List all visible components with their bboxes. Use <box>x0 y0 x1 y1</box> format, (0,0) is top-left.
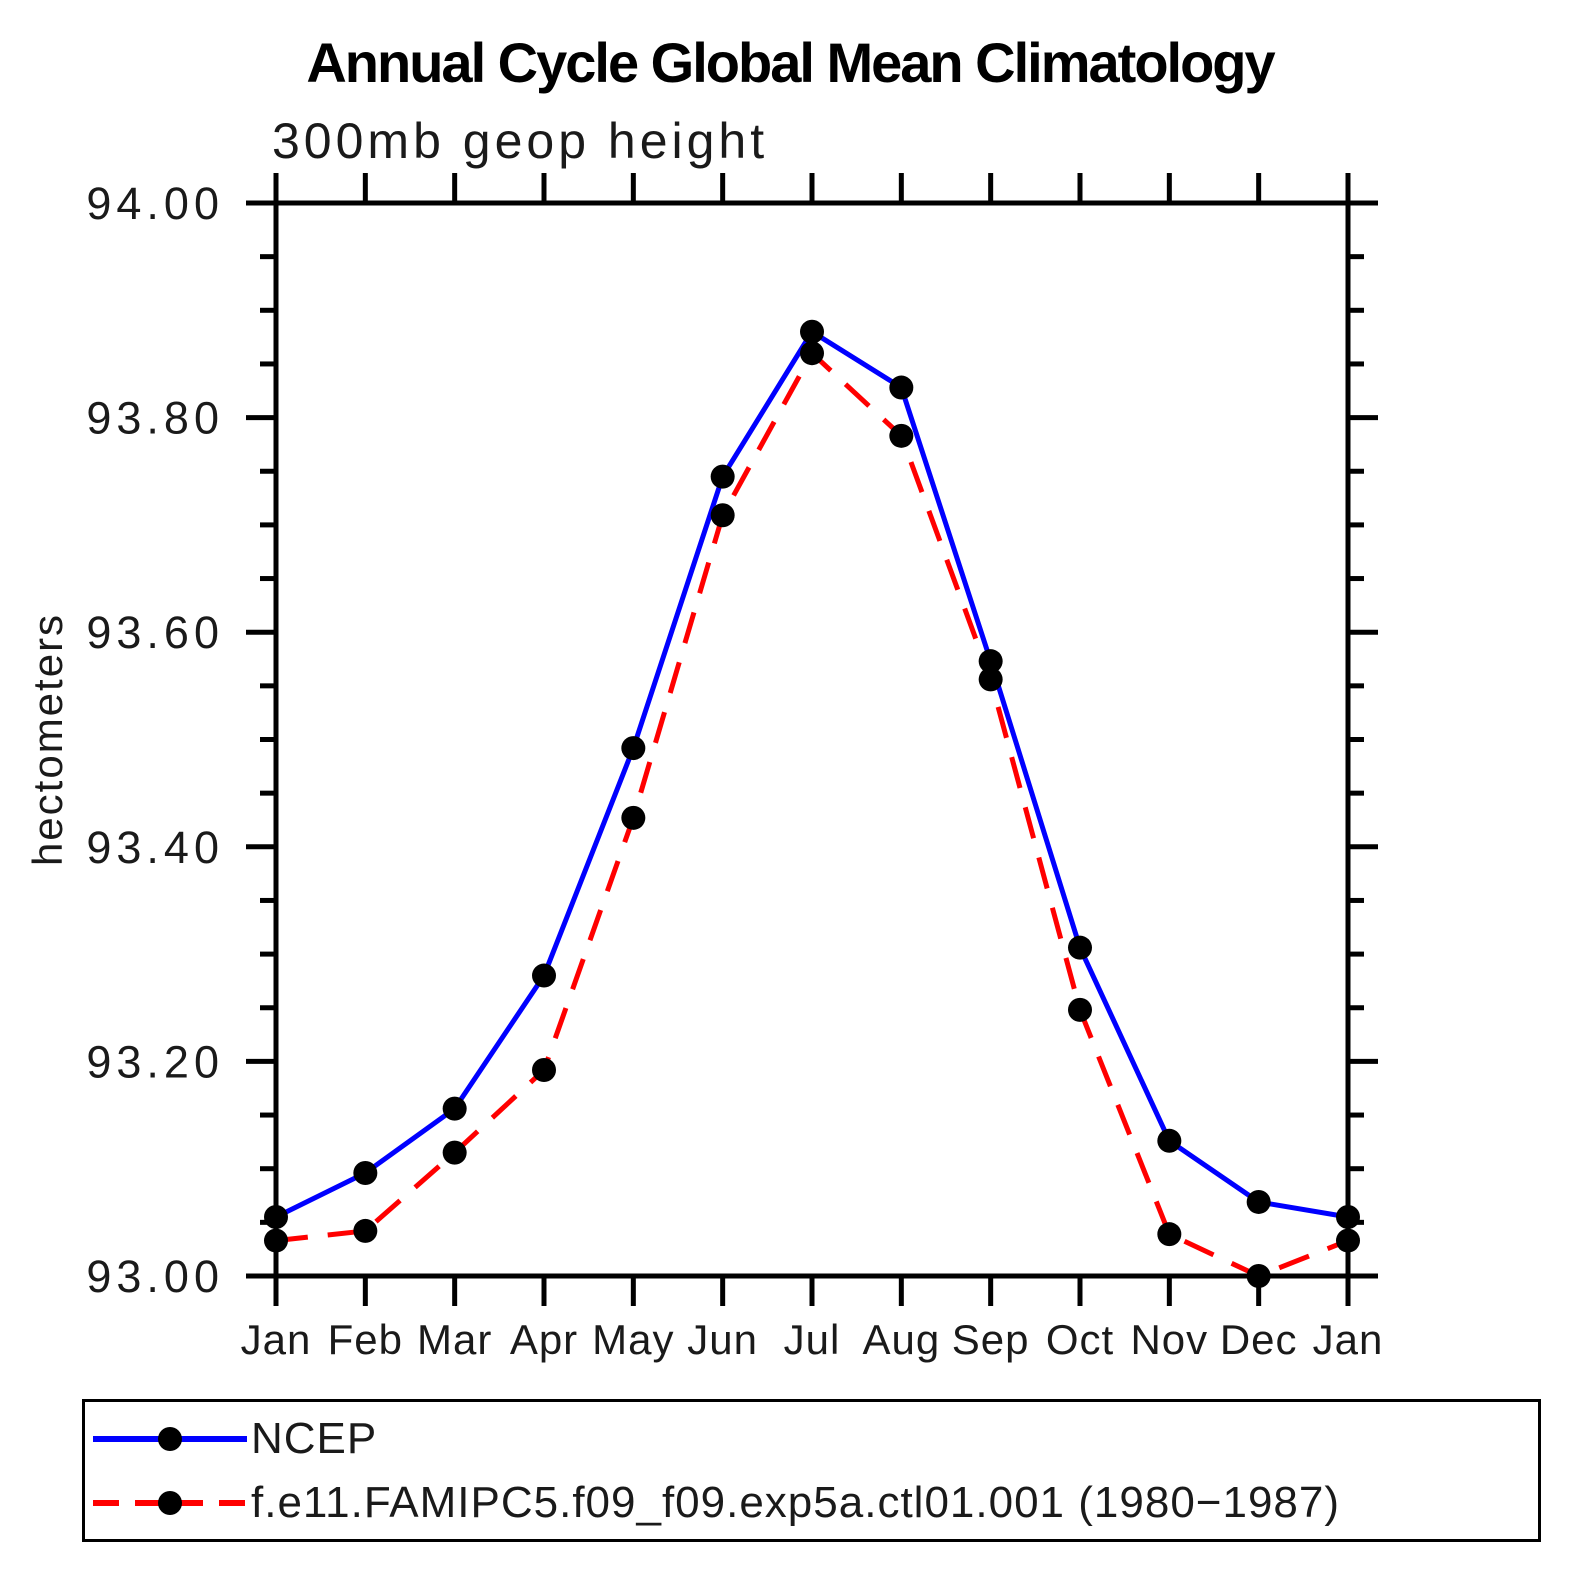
x-tick-label: Dec <box>1220 1316 1298 1363</box>
legend-line-ncep-icon <box>93 1427 247 1451</box>
data-point-marker <box>1068 997 1092 1022</box>
y-axis-title: hectometers <box>24 613 71 866</box>
data-point-marker <box>353 1160 378 1185</box>
data-point-marker <box>532 963 556 988</box>
data-point-marker <box>978 649 1003 674</box>
data-point-marker <box>1336 1228 1360 1253</box>
data-point-marker <box>978 667 1003 692</box>
data-point-marker <box>710 464 735 489</box>
x-tick-label: Jan <box>241 1316 312 1363</box>
series-line-1 <box>275 349 1349 1279</box>
x-tick-label: May <box>592 1316 674 1363</box>
legend-line-model-icon <box>93 1491 247 1515</box>
data-point-marker <box>1246 1264 1271 1288</box>
y-tick-label: 94.00 <box>86 178 224 229</box>
data-point-marker <box>353 1218 378 1243</box>
data-point-marker <box>621 805 646 830</box>
data-point-marker <box>1157 1128 1182 1153</box>
data-point-marker <box>1336 1204 1360 1229</box>
x-tick-label: Apr <box>510 1316 578 1363</box>
y-tick-label: 93.40 <box>86 822 224 873</box>
data-point-marker <box>889 375 914 400</box>
x-tick-label: Nov <box>1130 1316 1208 1363</box>
x-tick-label: Jul <box>784 1316 841 1363</box>
legend-label-model: f.e11.FAMIPC5.f09_f09.exp5a.ctl01.001 (1… <box>251 1478 1341 1527</box>
data-point-marker <box>889 423 914 448</box>
data-point-marker <box>442 1140 467 1165</box>
data-point-marker <box>800 319 824 344</box>
y-tick-label: 93.60 <box>86 607 224 658</box>
data-point-marker <box>264 1228 288 1253</box>
data-point-marker <box>621 736 646 761</box>
data-point-marker <box>1157 1222 1182 1247</box>
x-tick-label: Mar <box>417 1316 492 1363</box>
legend-item-ncep: NCEP <box>91 1409 377 1469</box>
data-point-marker <box>1246 1189 1271 1214</box>
legend-label-ncep: NCEP <box>251 1414 378 1463</box>
data-point-marker <box>800 341 824 366</box>
x-tick-label: Oct <box>1046 1316 1114 1363</box>
data-point-marker <box>1068 935 1092 960</box>
chart-title: Annual Cycle Global Mean Climatology <box>306 31 1275 94</box>
x-tick-label: Sep <box>952 1316 1030 1363</box>
y-tick-label: 93.00 <box>86 1251 224 1302</box>
x-tick-label: Aug <box>862 1316 940 1363</box>
data-point-marker <box>710 503 735 528</box>
series-line-0 <box>274 328 1349 1220</box>
data-point-marker <box>264 1204 288 1229</box>
chart-subtitle: 300mb geop height <box>272 113 769 169</box>
legend: NCEP f.e11.FAMIPC5.f09_f09.exp5a.ctl01.0… <box>82 1399 1541 1542</box>
x-tick-label: Feb <box>328 1316 403 1363</box>
x-tick-label: Jan <box>1313 1316 1384 1363</box>
y-tick-label: 93.20 <box>86 1036 224 1087</box>
x-tick-label: Jun <box>687 1316 758 1363</box>
data-point-marker <box>532 1057 556 1082</box>
y-tick-label: 93.80 <box>86 393 224 444</box>
data-point-marker <box>442 1096 467 1121</box>
legend-item-model: f.e11.FAMIPC5.f09_f09.exp5a.ctl01.001 (1… <box>91 1473 1340 1533</box>
